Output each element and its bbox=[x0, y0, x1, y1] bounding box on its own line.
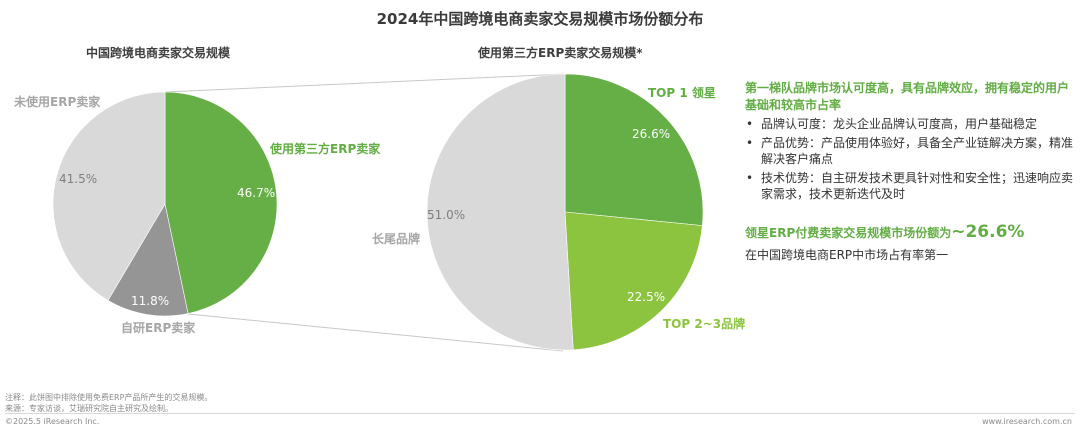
pie-slice bbox=[107, 203, 189, 317]
slice-label-self-developed-erp: 自研ERP卖家 bbox=[121, 321, 196, 335]
connector-line-bottom bbox=[187, 313, 564, 352]
insight-bullet: 技术优势：自主研发技术更具针对性和安全性；迅速响应卖家需求，技术更新迭代及时 bbox=[745, 170, 1075, 202]
pct-top2-3: 22.5% bbox=[627, 290, 666, 304]
left-pie bbox=[52, 91, 278, 317]
highlight-text: 领星ERP付费卖家交易规模市场份额为 bbox=[745, 226, 952, 240]
highlight-subtext: 在中国跨境电商ERP中市场占有率第一 bbox=[745, 248, 949, 262]
insight-bullet: 品牌认可度：龙头企业品牌认可度高，用户基础稳定 bbox=[745, 116, 1075, 132]
right-chart-subtitle: 使用第三方ERP卖家交易规模* bbox=[478, 46, 643, 60]
pct-top1: 26.6% bbox=[632, 127, 671, 141]
connector-line-top bbox=[164, 73, 566, 93]
pie-slice bbox=[164, 91, 278, 314]
chart-title: 2024年中国跨境电商卖家交易规模市场份额分布 bbox=[376, 10, 704, 28]
pct-third-party-erp: 46.7% bbox=[237, 186, 276, 200]
highlight-value: ~26.6% bbox=[951, 222, 1025, 242]
slice-label-long-tail: 长尾品牌 bbox=[372, 232, 421, 246]
footer-note: 注释：此饼图中排除使用免费ERP产品所产生的交易规模。 bbox=[5, 393, 213, 402]
pie-slice bbox=[564, 211, 703, 351]
footer-copyright: ©2025.5 iResearch Inc. bbox=[5, 417, 100, 426]
pie-slice bbox=[52, 91, 166, 301]
insight-bullets: 品牌认可度：龙头企业品牌认可度高，用户基础稳定 产品优势：产品使用体验好，具备全… bbox=[745, 116, 1075, 202]
slice-label-no-erp: 未使用ERP卖家 bbox=[14, 95, 101, 109]
pct-long-tail: 51.0% bbox=[427, 208, 466, 222]
pct-self-developed-erp: 11.8% bbox=[131, 294, 170, 308]
insight-bullet: 产品优势：产品使用体验好，具备全产业链解决方案，精准解决客户痛点 bbox=[745, 135, 1075, 167]
left-chart-subtitle: 中国跨境电商卖家交易规模 bbox=[86, 46, 231, 60]
footer-divider bbox=[5, 413, 1075, 414]
insight-heading: 第一梯队品牌市场认可度高，具有品牌效应，拥有稳定的用户基础和较高市占率 bbox=[745, 81, 1070, 112]
right-pie bbox=[426, 73, 704, 351]
pct-no-erp: 41.5% bbox=[59, 172, 98, 186]
pie-slice bbox=[564, 73, 704, 226]
footer-source: 来源：专家访谈，艾瑞研究院自主研究及绘制。 bbox=[5, 404, 173, 413]
slice-label-top2-3: TOP 2~3品牌 bbox=[663, 317, 746, 331]
slice-label-third-party-erp: 使用第三方ERP卖家 bbox=[270, 142, 381, 156]
insight-panel: 第一梯队品牌市场认可度高，具有品牌效应，拥有稳定的用户基础和较高市占率 品牌认可… bbox=[745, 80, 1075, 205]
slice-label-top1: TOP 1 领星 bbox=[648, 86, 716, 100]
highlight-line: 领星ERP付费卖家交易规模市场份额为~26.6% bbox=[745, 222, 1024, 242]
footer-website: www.iresearch.com.cn bbox=[982, 417, 1072, 426]
pie-slice bbox=[426, 73, 574, 351]
